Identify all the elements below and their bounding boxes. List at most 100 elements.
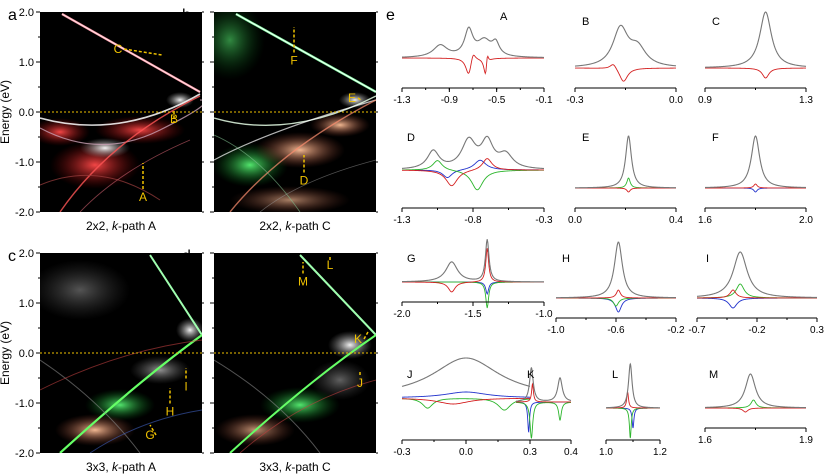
- annotation-C: C: [114, 42, 163, 56]
- annotation-leader: [123, 48, 163, 56]
- x-tick-label: 2.0: [799, 215, 813, 226]
- spectrum-C: C 0.9 1.3: [698, 11, 813, 106]
- annotation-B: B: [170, 111, 178, 126]
- spectrum-line-green: [515, 401, 572, 439]
- annotation-G: G: [145, 424, 157, 442]
- annotation-label: D: [300, 174, 309, 188]
- panel-c-bands: [40, 254, 202, 453]
- x-tick-label: -0.2: [667, 325, 685, 336]
- subplot-label: D: [407, 132, 415, 144]
- spectrum-G: G -2.0 -1.5 -1.0: [393, 239, 553, 320]
- spectrum-line-green: [401, 398, 531, 411]
- annotation-K: K: [354, 331, 369, 346]
- spectrum-line-total: [704, 373, 807, 409]
- spectrum-M: M 1.6 1.9: [698, 369, 813, 446]
- x-tick-label: 0.0: [669, 95, 683, 106]
- x-tick-label: -1.0: [547, 325, 565, 336]
- y-tick-label: 1.0: [19, 298, 34, 310]
- x-tick-label: 1.6: [698, 215, 712, 226]
- spectrum-line-red: [575, 187, 676, 193]
- panel-b: [214, 12, 376, 212]
- subplot-label: F: [712, 132, 719, 144]
- x-tick-label: -0.5: [488, 95, 506, 106]
- spectrum-F: F 1.6 2.0: [698, 132, 813, 226]
- spectrum-line-green: [556, 297, 676, 307]
- x-tick-label: 0.9: [698, 95, 712, 106]
- x-tick-label: -1.3: [393, 95, 411, 106]
- spectrum-L: L 1.0 1.2: [599, 362, 667, 458]
- spectrum-line-total: [401, 135, 545, 170]
- x-tick-label: -0.8: [464, 215, 482, 226]
- x-tick-label: 0.4: [669, 215, 683, 226]
- x-tick-label: 1.6: [698, 435, 712, 446]
- x-tick-label: 1.3: [799, 95, 813, 106]
- annotation-D: D: [300, 155, 309, 188]
- panel-a-bands: [40, 13, 202, 212]
- spectrum-line-red: [402, 248, 544, 293]
- annotation-leader: [149, 424, 157, 436]
- subplot-label: L: [612, 369, 618, 381]
- spectrum-line-total: [605, 362, 661, 409]
- subplot-label: I: [706, 253, 709, 265]
- spectrum-B: B -0.3 0.0: [566, 16, 683, 106]
- annotation-L: L: [327, 257, 334, 272]
- subplot-label: E: [582, 132, 589, 144]
- spectrum-line-green: [696, 283, 818, 299]
- panel-d-bands: [214, 254, 376, 453]
- annotation-J: J: [357, 372, 363, 390]
- y-axis-label: Energy (eV): [0, 80, 12, 144]
- y-tick-label: 2.0: [19, 248, 34, 260]
- spectrum-line-blue: [556, 297, 677, 313]
- annotation-label: K: [354, 332, 362, 346]
- spectrum-E: E 0.0 0.4: [568, 132, 683, 226]
- spectrum-line-total: [574, 24, 677, 67]
- spectrum-line-total: [401, 239, 544, 283]
- spectrum-line-red: [705, 407, 806, 413]
- x-tick-label: -0.3: [535, 215, 553, 226]
- x-tick-label: 0.0: [459, 447, 473, 458]
- y-axis-label: Energy (eV): [0, 321, 12, 385]
- x-tick-label: 0.3: [810, 325, 824, 336]
- x-tick-label: -0.3: [566, 95, 584, 106]
- spectrum-I: I -0.7 -0.2 0.3: [688, 251, 824, 336]
- panel-letter-d: d: [182, 248, 191, 265]
- panel-b-bands: [214, 12, 376, 212]
- annotation-label: J: [357, 376, 363, 390]
- subplot-label: M: [709, 369, 718, 381]
- spectrum-line-green: [575, 177, 676, 189]
- annotation-H: H: [166, 388, 174, 419]
- annotation-label: I: [184, 380, 187, 394]
- spectrum-line-red: [401, 397, 531, 405]
- subplot-label: H: [562, 253, 570, 265]
- x-tick-label: -0.6: [607, 325, 625, 336]
- spectrum-line-red: [556, 289, 676, 299]
- spectrum-line-red: [705, 183, 806, 189]
- x-tick-label: -0.2: [748, 325, 766, 336]
- annotation-M: M: [298, 262, 308, 289]
- spectrum-J: J -0.3 0.0 0.3: [393, 357, 537, 458]
- x-tick-label: -1.0: [535, 309, 553, 320]
- x-tick-label: -0.7: [688, 325, 706, 336]
- annotation-label: G: [145, 428, 154, 442]
- panel-d: [214, 253, 376, 453]
- x-tick-label: -0.9: [441, 95, 459, 106]
- panel-title: 2x2, k-path A: [86, 219, 156, 233]
- annotation-label: M: [298, 275, 308, 289]
- y-tick-label: -1.0: [15, 157, 34, 169]
- panel-letter-a: a: [8, 7, 17, 24]
- panel-c: [40, 253, 202, 453]
- spectrum-line-total: [401, 357, 531, 387]
- annotation-F: F: [290, 27, 298, 68]
- spectrum-D: D -1.3 -0.8 -0.3: [393, 132, 553, 226]
- panel-letter-b: b: [182, 7, 191, 24]
- x-tick-label: 0.0: [568, 215, 582, 226]
- annotation-E: E: [348, 91, 363, 105]
- y-tick-label: 0.0: [19, 107, 34, 119]
- annotation-A: A: [139, 163, 147, 204]
- y-tick-label: -2.0: [15, 207, 34, 219]
- spectrum-H: H -1.0 -0.6 -0.2: [547, 241, 685, 336]
- spectrum-K: K 0.4: [515, 367, 578, 458]
- panel-title: 2x2, k-path C: [259, 219, 331, 233]
- annotation-label: B: [170, 112, 178, 126]
